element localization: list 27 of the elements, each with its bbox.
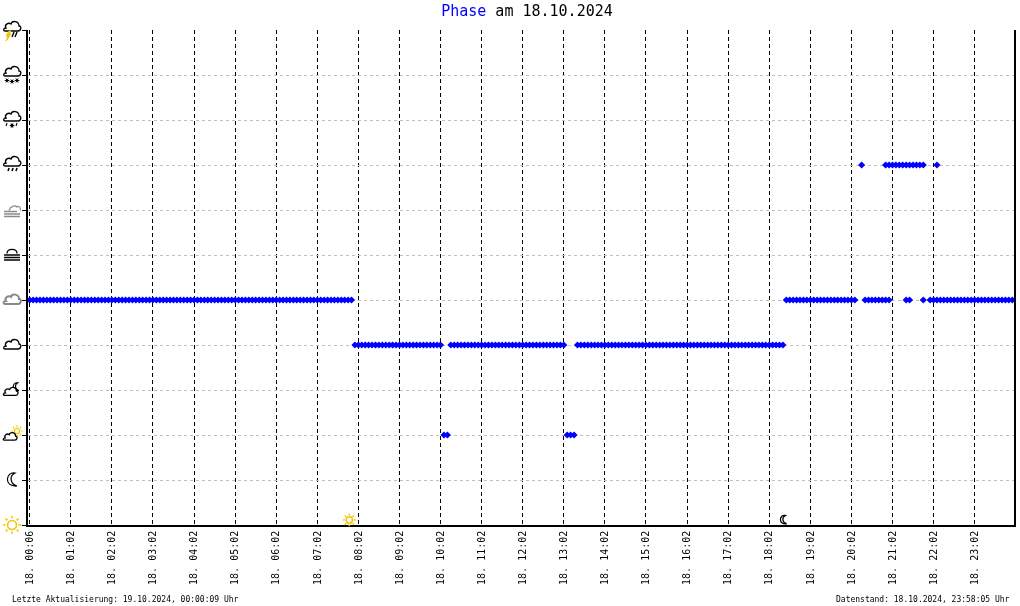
x-tick-label: 18. 07:02 (311, 530, 323, 585)
x-tick-label: 18. 20:02 (845, 530, 857, 585)
x-tick-label: 18. 16:02 (681, 530, 693, 585)
x-tick-label: 18. 13:02 (558, 530, 570, 585)
x-tick-label: 18. 05:02 (229, 530, 241, 585)
x-tick-label: 18. 02:02 (106, 530, 118, 585)
x-tick-label: 18. 11:02 (475, 530, 487, 585)
x-tick-label: 18. 00:06 (23, 530, 35, 585)
x-tick-label: 18. 17:02 (722, 530, 734, 585)
text: Letzte Aktualisierung: 19.10.2024, 00:00:09 Uhr (12, 595, 239, 604)
x-tick-label: 18. 21:02 (886, 530, 898, 585)
x-tick-label: 18. 14:02 (599, 530, 611, 585)
x-tick-label: 18. 04:02 (188, 530, 200, 585)
text: Datenstand: 18.10.2024, 23:58:05 Uhr (836, 595, 1010, 604)
x-tick-label: 18. 12:02 (516, 530, 528, 585)
x-tick-label: 18. 10:02 (434, 530, 446, 585)
x-tick-label: 18. 19:02 (804, 530, 816, 585)
x-tick-label: 18. 03:02 (147, 530, 159, 585)
x-tick-label: 18. 08:02 (352, 530, 364, 585)
x-tick-label: 18. 22:02 (927, 530, 939, 585)
x-tick-label: 18. 15:02 (640, 530, 652, 585)
x-tick-label: 18. 09:02 (393, 530, 405, 585)
x-tick-label: 18. 06:02 (270, 530, 282, 585)
chart-title: Phase am 18.10.2024 (441, 1, 613, 20)
x-tick-label: 18. 18:02 (763, 530, 775, 585)
x-tick-label: 18. 01:02 (65, 530, 77, 585)
x-tick-label: 18. 23:02 (968, 530, 980, 585)
